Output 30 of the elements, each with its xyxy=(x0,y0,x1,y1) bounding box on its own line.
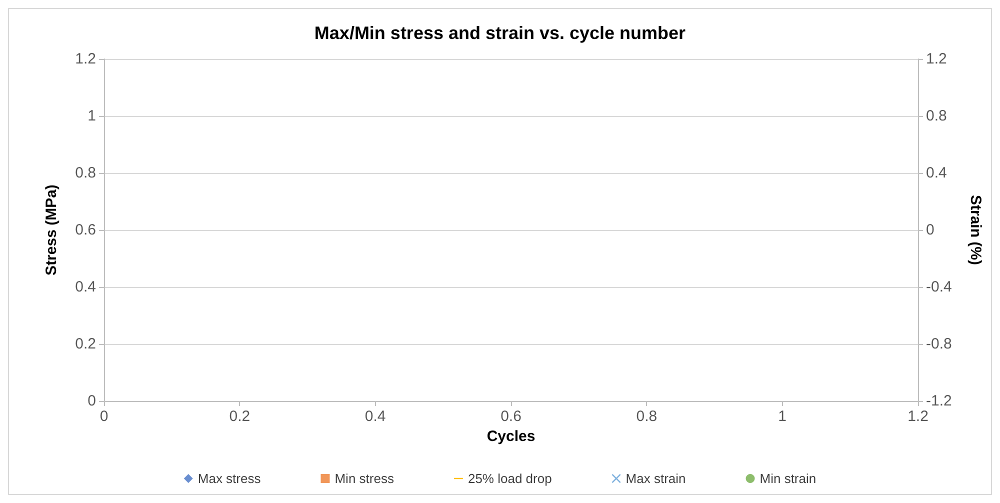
x-tick-label: 0.8 xyxy=(636,408,658,425)
x-tick-label: 0.2 xyxy=(229,408,250,425)
y-tick-label: 1.2 xyxy=(75,50,96,68)
x-tick-label: 0.4 xyxy=(364,408,386,425)
chart-title: Max/Min stress and strain vs. cycle number xyxy=(314,23,686,43)
x-tick-label: 1 xyxy=(778,408,787,425)
x-tick-label: 1.2 xyxy=(908,408,928,425)
legend-label: 25% load drop xyxy=(468,471,552,486)
y-tick-label: 0.8 xyxy=(75,164,96,182)
y-axis-title: Stress (MPa) xyxy=(43,184,60,276)
y-tick-label: 0 xyxy=(88,392,96,410)
legend-label: Max strain xyxy=(626,471,686,486)
y2-tick-label: -0.8 xyxy=(926,336,952,352)
y2-tick-label: 1.2 xyxy=(926,50,947,68)
x-axis-title: Cycles xyxy=(486,428,536,445)
legend-label: Min strain xyxy=(760,471,816,486)
y-tick-label: 0.2 xyxy=(75,336,96,352)
x-tick-label: 0.6 xyxy=(500,408,522,425)
y2-tick-label: 0 xyxy=(926,222,934,238)
legend-label: Max stress xyxy=(198,471,262,486)
y2-tick-label: -0.4 xyxy=(926,278,952,296)
x-tick-label: 0 xyxy=(100,408,108,425)
y-tick-label: 0.4 xyxy=(75,278,96,296)
y2-tick-label: -1.2 xyxy=(926,392,952,410)
y2-tick-label: 0.8 xyxy=(926,108,947,124)
y-tick-label: 0.6 xyxy=(75,222,96,238)
y-tick-label: 1 xyxy=(88,108,96,124)
y2-axis-title: Strain (%) xyxy=(967,194,984,266)
y2-tick-label: 0.4 xyxy=(926,164,947,182)
legend-label: Min stress xyxy=(334,471,394,486)
